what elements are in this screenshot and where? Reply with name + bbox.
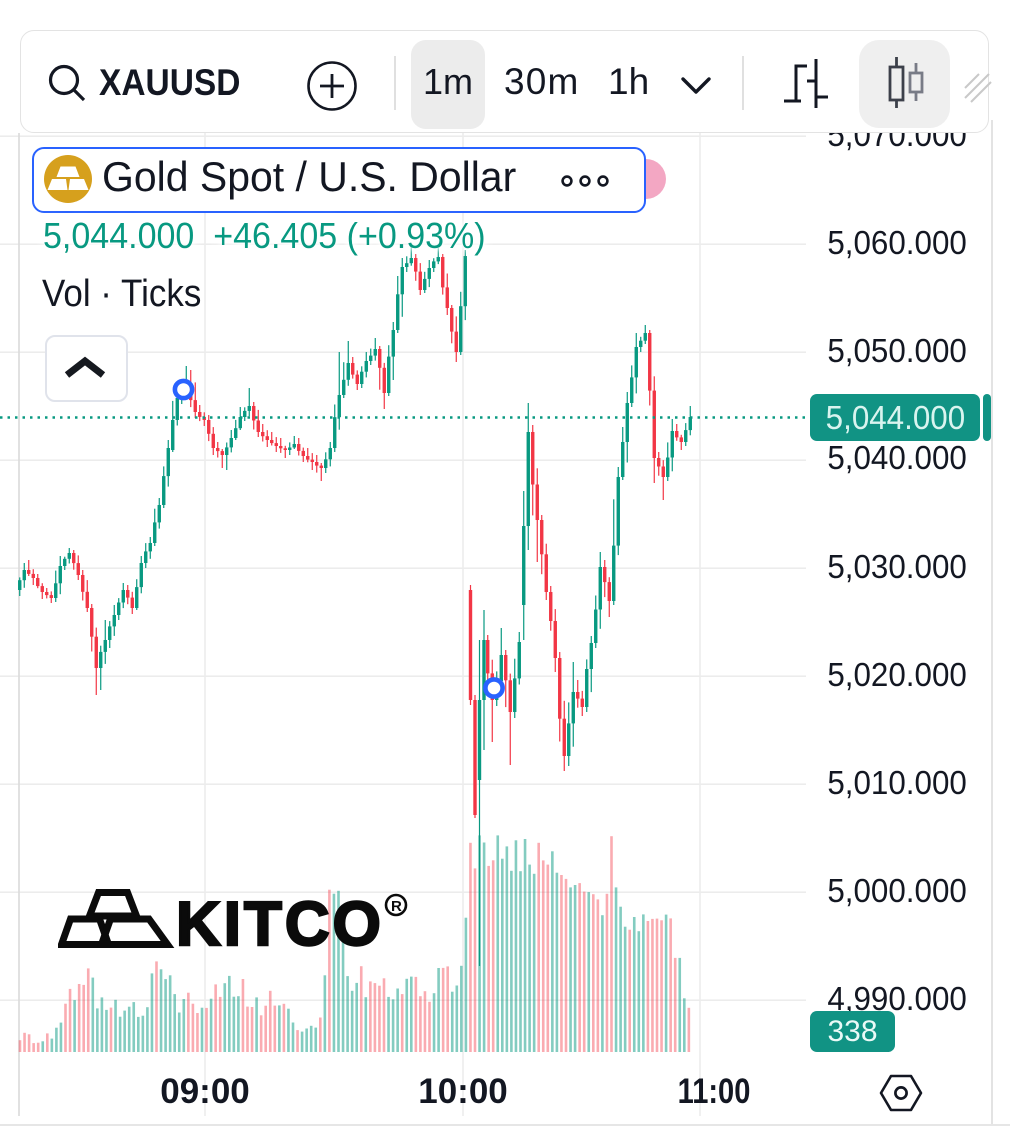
svg-text:R: R xyxy=(391,898,402,915)
svg-text:KITCO: KITCO xyxy=(176,890,384,959)
